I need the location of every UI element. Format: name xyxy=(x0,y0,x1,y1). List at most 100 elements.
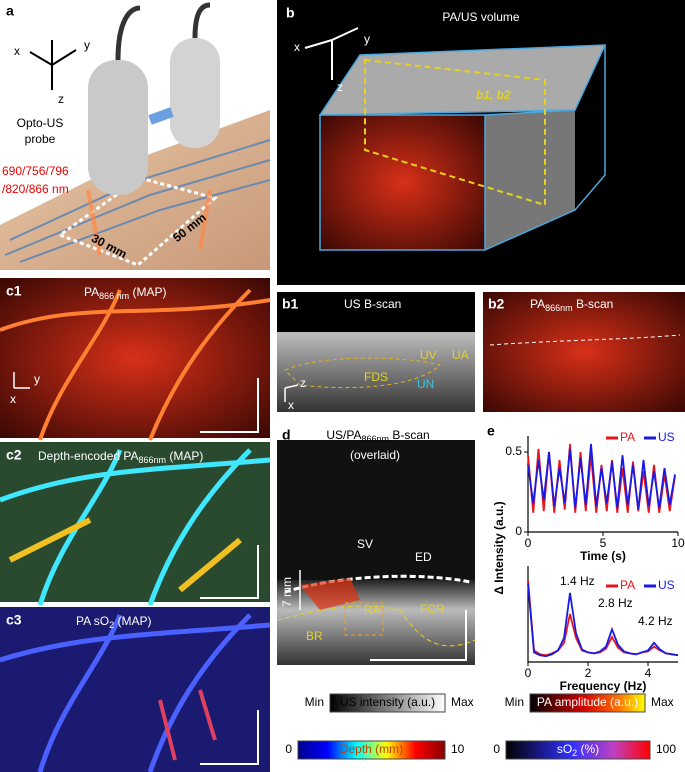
volume-side xyxy=(485,110,575,250)
structure: SV xyxy=(357,537,373,551)
panel-label: b1 xyxy=(282,296,299,312)
title-text: PA xyxy=(84,285,99,299)
wavelength: 690/756/796 xyxy=(2,164,69,178)
colorbar-max: Max xyxy=(651,695,674,709)
panel-subtitle: (overlaid) xyxy=(350,448,400,462)
image xyxy=(0,278,270,438)
annotation: 4.2 Hz xyxy=(638,614,673,628)
colorbar-min: Min xyxy=(305,695,324,709)
move-arrow xyxy=(148,107,174,125)
panel-c1: c1 PA866 nm (MAP) y x xyxy=(0,278,271,441)
background xyxy=(277,292,475,332)
panel-title: Depth-encoded PA866nm (MAP) xyxy=(38,449,203,465)
legend-label: PA xyxy=(620,578,635,592)
axis-label: z xyxy=(337,80,343,94)
panel-label: e xyxy=(487,423,495,439)
wavelength: /820/866 nm xyxy=(2,182,69,196)
axes xyxy=(284,384,299,402)
panel-d: d US/PA866nm B-scan (overlaid) SV ED RA … xyxy=(276,427,476,665)
x-tick-label: 2 xyxy=(585,666,592,680)
label: US intensity (a.u.) xyxy=(340,695,435,709)
label-sub: 2 xyxy=(572,748,577,758)
y-axis-label: Δ Intensity (a.u.) xyxy=(492,501,506,594)
plane xyxy=(364,58,546,207)
image xyxy=(0,607,270,772)
colorbar xyxy=(529,693,646,713)
axes xyxy=(304,27,359,80)
plane-label: b1, b2 xyxy=(476,88,511,102)
volume-box xyxy=(318,44,607,251)
scan-area xyxy=(56,176,219,267)
series-line xyxy=(527,443,676,510)
label: Depth (mm) xyxy=(340,742,403,756)
image xyxy=(483,292,685,412)
panel-label: c3 xyxy=(6,612,22,628)
legend-label: US xyxy=(658,430,675,444)
colorbar-min: 0 xyxy=(285,742,292,756)
scale-bar xyxy=(200,378,259,433)
axis-label: x xyxy=(10,392,16,406)
outline xyxy=(276,605,476,647)
axis-label: x xyxy=(288,398,294,412)
volume-front xyxy=(320,115,485,250)
colorbar-max: Max xyxy=(451,695,474,709)
colorbar-max: 10 xyxy=(451,742,465,756)
light xyxy=(86,189,212,256)
y-tick-label: 0 xyxy=(515,524,522,538)
title-text: B-scan xyxy=(389,428,430,442)
panel-label: b2 xyxy=(488,296,505,312)
title-text: B-scan xyxy=(573,297,614,311)
panel-title: PA866 nm (MAP) xyxy=(84,285,167,301)
series-line xyxy=(527,583,679,658)
panel-b1: b1 US B-scan UV UA FDS UN z x xyxy=(277,292,475,412)
panel-a: a x y z Opto-US probe 690/756/796 /820/8… xyxy=(0,2,271,270)
axes xyxy=(29,40,77,90)
panel-label: b xyxy=(286,5,295,21)
image xyxy=(0,442,270,602)
title-text: US/PA xyxy=(326,428,361,442)
axis-label: y xyxy=(34,372,40,386)
x-axis-label: Frequency (Hz) xyxy=(560,679,647,693)
title-text: (MAP) xyxy=(166,449,203,463)
label-text: (%) xyxy=(577,742,599,756)
x-tick-label: 0 xyxy=(525,666,532,680)
annotation: 2.8 Hz xyxy=(598,596,633,610)
title-text: Depth-encoded PA xyxy=(38,449,139,463)
title-text: PA sO xyxy=(76,614,109,628)
title-sub: 866nm xyxy=(139,455,167,465)
structure: FCR xyxy=(420,602,445,616)
panel-title: PA866nm B-scan xyxy=(530,297,613,313)
probe-label: probe xyxy=(25,132,56,146)
colorbar-min: Min xyxy=(505,695,524,709)
structure: BR xyxy=(306,629,323,643)
panel-c2: c2 Depth-encoded PA866nm (MAP) xyxy=(0,442,271,606)
panel-c3: c3 PA sO2 (MAP) xyxy=(0,607,271,772)
x-tick-label: 5 xyxy=(600,536,607,550)
x-tick-label: 10 xyxy=(671,536,685,550)
axis-label: z xyxy=(58,92,64,106)
scale-bar xyxy=(200,545,259,599)
scale-bar xyxy=(370,610,467,661)
panel-b2: b2 PA866nm B-scan xyxy=(483,292,685,412)
cable xyxy=(115,2,211,61)
structure: UN xyxy=(417,377,434,391)
x-tick-label: 4 xyxy=(645,666,652,680)
depth-label: 7 mm xyxy=(280,577,294,607)
panel-label: c1 xyxy=(6,283,22,299)
title-sub: 866nm xyxy=(545,303,573,313)
axes xyxy=(13,372,30,389)
structure: UV xyxy=(420,348,437,362)
legend-label: PA xyxy=(620,430,635,444)
title-sub: 866nm xyxy=(361,434,389,444)
title-sub: 866 nm xyxy=(99,291,129,301)
structure: UA xyxy=(452,348,469,362)
structure: ED xyxy=(415,550,432,564)
colorbar-max: 100 xyxy=(656,742,676,756)
label: sO2 (%) xyxy=(557,742,599,758)
colorbar xyxy=(329,693,446,713)
pa-overlay xyxy=(300,578,360,610)
panel-b: b PA/US volume x y z b1, b2 xyxy=(277,0,685,285)
label-text: sO xyxy=(557,742,572,756)
probe-label: Opto-US xyxy=(17,116,64,130)
